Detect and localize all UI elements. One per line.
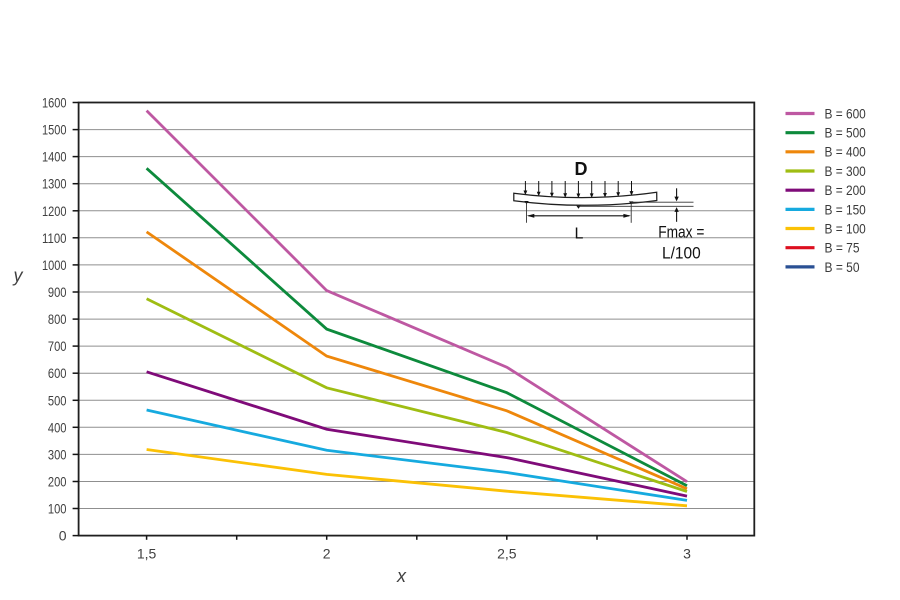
svg-text:900: 900 xyxy=(48,284,67,300)
svg-text:600: 600 xyxy=(48,365,67,381)
svg-text:1000: 1000 xyxy=(42,257,67,273)
svg-text:100: 100 xyxy=(48,501,67,517)
svg-text:1200: 1200 xyxy=(42,203,67,219)
svg-text:500: 500 xyxy=(48,392,67,408)
svg-text:x: x xyxy=(396,566,407,586)
svg-text:700: 700 xyxy=(48,338,67,354)
svg-text:1300: 1300 xyxy=(42,176,67,192)
svg-text:800: 800 xyxy=(48,311,67,327)
svg-text:1100: 1100 xyxy=(42,230,67,246)
svg-text:B = 50: B = 50 xyxy=(825,260,860,275)
svg-text:B = 500: B = 500 xyxy=(825,126,866,141)
svg-text:D: D xyxy=(575,159,588,179)
svg-text:B = 100: B = 100 xyxy=(825,221,866,236)
svg-text:y: y xyxy=(12,266,24,286)
svg-text:B = 200: B = 200 xyxy=(825,183,866,198)
svg-text:1600: 1600 xyxy=(42,95,67,111)
svg-text:B = 600: B = 600 xyxy=(825,106,866,121)
svg-text:200: 200 xyxy=(48,474,67,490)
svg-text:1,5: 1,5 xyxy=(137,546,157,562)
svg-text:B = 75: B = 75 xyxy=(825,241,860,256)
svg-text:0: 0 xyxy=(59,528,67,544)
svg-text:1500: 1500 xyxy=(42,122,67,138)
svg-text:B = 300: B = 300 xyxy=(825,164,866,179)
svg-text:1400: 1400 xyxy=(42,149,67,165)
svg-text:L: L xyxy=(575,226,584,243)
svg-text:2: 2 xyxy=(323,546,331,562)
svg-text:400: 400 xyxy=(48,419,67,435)
svg-text:B = 150: B = 150 xyxy=(825,202,866,217)
svg-text:L/100: L/100 xyxy=(662,243,701,262)
svg-text:B = 400: B = 400 xyxy=(825,145,866,160)
svg-text:3: 3 xyxy=(683,546,691,562)
svg-text:Fmax =: Fmax = xyxy=(658,223,704,242)
svg-text:2,5: 2,5 xyxy=(497,546,517,562)
svg-text:300: 300 xyxy=(48,446,67,462)
